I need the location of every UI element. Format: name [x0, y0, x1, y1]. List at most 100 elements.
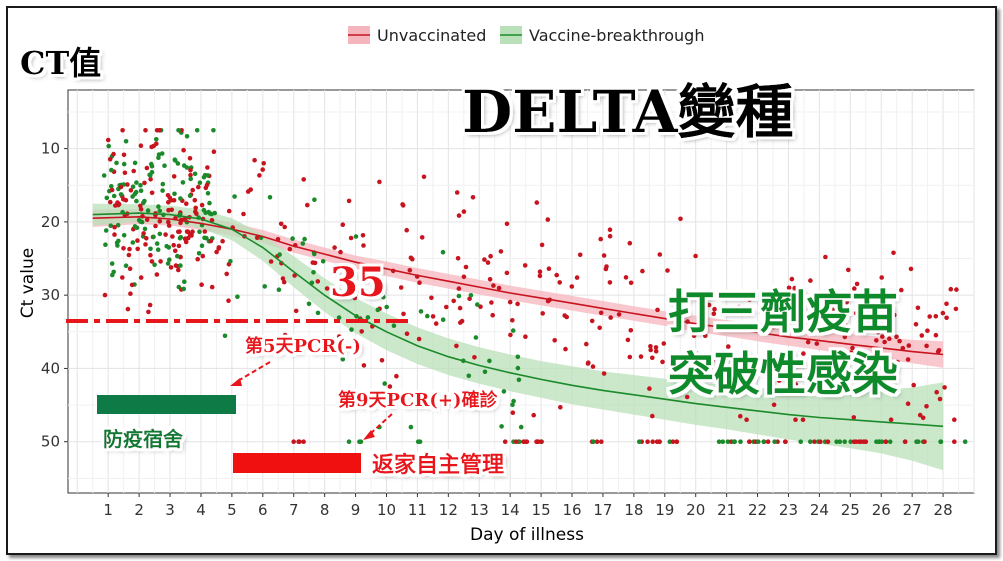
- point-unvaccinated: [151, 143, 157, 149]
- point-unvaccinated: [531, 412, 536, 418]
- point-unvaccinated: [933, 314, 939, 319]
- point-unvaccinated: [744, 417, 749, 423]
- point-unvaccinated: [585, 361, 591, 366]
- point-unvaccinated-negative: [902, 439, 908, 445]
- point-unvaccinated: [457, 305, 463, 311]
- point-unvaccinated: [260, 167, 266, 172]
- point-breakthrough-negative: [938, 439, 944, 445]
- point-breakthrough: [204, 235, 209, 241]
- point-unvaccinated: [537, 269, 543, 275]
- point-breakthrough: [172, 157, 178, 162]
- point-unvaccinated-negative: [514, 439, 519, 445]
- point-unvaccinated: [188, 172, 193, 178]
- point-unvaccinated: [111, 151, 116, 157]
- point-unvaccinated: [577, 252, 583, 258]
- point-breakthrough: [320, 259, 326, 264]
- point-breakthrough: [349, 327, 354, 332]
- point-unvaccinated: [199, 282, 204, 288]
- point-unvaccinated: [515, 301, 520, 307]
- point-breakthrough: [187, 193, 193, 198]
- point-unvaccinated: [379, 358, 385, 363]
- point-unvaccinated: [569, 284, 575, 289]
- point-breakthrough: [165, 261, 171, 266]
- point-unvaccinated: [261, 161, 267, 166]
- point-breakthrough: [132, 191, 138, 197]
- point-unvaccinated: [148, 252, 153, 258]
- point-unvaccinated: [842, 322, 848, 328]
- x-tick-label: 12: [439, 501, 458, 519]
- point-unvaccinated: [109, 187, 115, 193]
- point-unvaccinated: [169, 207, 174, 213]
- point-breakthrough: [468, 293, 474, 298]
- point-unvaccinated: [183, 239, 189, 245]
- point-unvaccinated: [461, 209, 467, 214]
- point-breakthrough: [167, 257, 172, 263]
- x-tick-label: 5: [227, 501, 237, 519]
- point-unvaccinated: [539, 242, 545, 248]
- point-unvaccinated: [143, 128, 148, 133]
- point-breakthrough: [197, 180, 203, 185]
- point-unvaccinated: [149, 190, 155, 196]
- point-unvaccinated: [601, 253, 607, 258]
- point-breakthrough: [501, 389, 507, 394]
- point-unvaccinated: [665, 268, 670, 273]
- point-unvaccinated: [268, 259, 274, 264]
- point-breakthrough: [111, 269, 116, 275]
- point-unvaccinated: [927, 314, 932, 319]
- point-unvaccinated: [147, 302, 153, 308]
- point-breakthrough: [518, 424, 524, 430]
- point-unvaccinated: [377, 179, 382, 185]
- point-unvaccinated: [257, 173, 262, 178]
- point-breakthrough: [182, 279, 187, 285]
- point-unvaccinated: [120, 128, 125, 133]
- point-unvaccinated: [537, 273, 543, 279]
- point-unvaccinated: [758, 309, 764, 315]
- threshold-35-label: 35: [330, 259, 386, 306]
- day9-arrow-head: [363, 430, 375, 440]
- point-breakthrough: [172, 191, 177, 197]
- point-unvaccinated: [899, 287, 904, 293]
- point-unvaccinated: [738, 413, 743, 419]
- point-unvaccinated: [348, 235, 354, 241]
- point-breakthrough: [138, 183, 143, 188]
- point-breakthrough-negative: [772, 439, 777, 445]
- point-breakthrough-negative: [798, 439, 803, 445]
- point-unvaccinated: [220, 238, 225, 244]
- point-unvaccinated: [584, 341, 589, 347]
- point-unvaccinated: [952, 417, 957, 423]
- point-unvaccinated: [953, 306, 959, 312]
- point-breakthrough: [207, 200, 212, 206]
- green-headline-2: 突破性感染: [668, 347, 898, 401]
- point-unvaccinated: [676, 364, 681, 370]
- point-unvaccinated: [797, 358, 803, 364]
- point-unvaccinated: [808, 356, 813, 361]
- day9-note: 第9天PCR(+)確診: [338, 389, 498, 411]
- point-unvaccinated: [282, 224, 288, 230]
- point-breakthrough: [510, 402, 515, 408]
- point-unvaccinated: [554, 272, 559, 278]
- point-unvaccinated: [202, 229, 208, 234]
- point-unvaccinated: [694, 351, 699, 356]
- legend: Unvaccinated Vaccine-breakthrough: [348, 26, 704, 45]
- point-unvaccinated-negative: [863, 439, 869, 445]
- point-breakthrough: [101, 173, 107, 178]
- point-unvaccinated: [653, 349, 659, 354]
- x-tick-label: 18: [624, 501, 643, 519]
- point-unvaccinated: [184, 201, 189, 206]
- point-breakthrough: [222, 333, 228, 339]
- point-unvaccinated: [845, 390, 851, 396]
- x-tick-label: 13: [470, 501, 489, 519]
- point-unvaccinated: [589, 318, 595, 324]
- point-breakthrough: [142, 226, 148, 232]
- x-tick-label: 26: [872, 501, 891, 519]
- point-unvaccinated: [808, 278, 813, 283]
- point-breakthrough: [499, 424, 504, 429]
- point-unvaccinated: [627, 240, 633, 246]
- point-breakthrough: [160, 181, 166, 187]
- point-unvaccinated: [776, 378, 782, 383]
- point-unvaccinated: [809, 321, 815, 327]
- point-unvaccinated: [135, 246, 140, 252]
- point-breakthrough: [199, 243, 205, 248]
- point-unvaccinated: [650, 355, 655, 361]
